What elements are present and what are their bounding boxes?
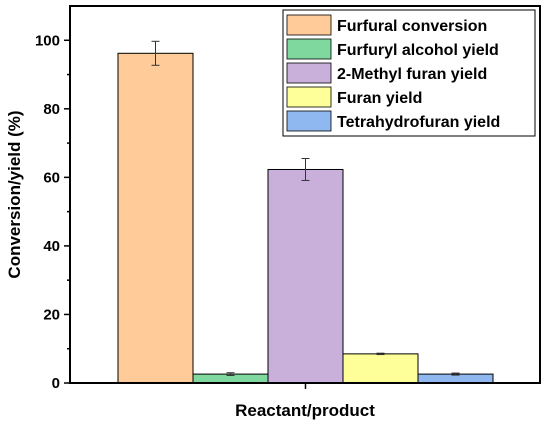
y-tick-label: 40 xyxy=(43,238,60,255)
bar-2 xyxy=(267,168,344,384)
legend-swatch-3 xyxy=(286,86,332,108)
legend-swatch-2 xyxy=(286,62,332,84)
y-tick-label: 20 xyxy=(43,306,60,323)
legend-swatch-1 xyxy=(286,38,332,60)
legend-label-0: Furfural conversion xyxy=(337,18,487,35)
y-axis-title: Conversion/yield (%) xyxy=(5,110,24,278)
legend: Furfural conversion Furfuryl alcohol yiel… xyxy=(282,9,536,137)
y-tick-label: 60 xyxy=(43,169,60,186)
y-tick-label: 80 xyxy=(43,101,60,118)
legend-label-1: Furfuryl alcohol yield xyxy=(337,42,499,59)
legend-label-4: Tetrahydrofuran yield xyxy=(337,114,500,131)
legend-label-3: Furan yield xyxy=(337,90,422,107)
bar-0 xyxy=(117,52,194,384)
legend-swatch-0 xyxy=(286,14,332,36)
legend-label-2: 2-Methyl furan yield xyxy=(337,66,487,83)
bars-layer xyxy=(117,40,494,384)
y-tick-label: 100 xyxy=(35,32,60,49)
legend-swatch-4 xyxy=(286,110,332,132)
axes-layer: Conversion/yield (%) Reactant/product 0 2… xyxy=(5,5,541,420)
bar-3 xyxy=(342,353,419,384)
x-axis-title: Reactant/product xyxy=(235,401,375,420)
y-tick-label: 0 xyxy=(52,375,60,392)
